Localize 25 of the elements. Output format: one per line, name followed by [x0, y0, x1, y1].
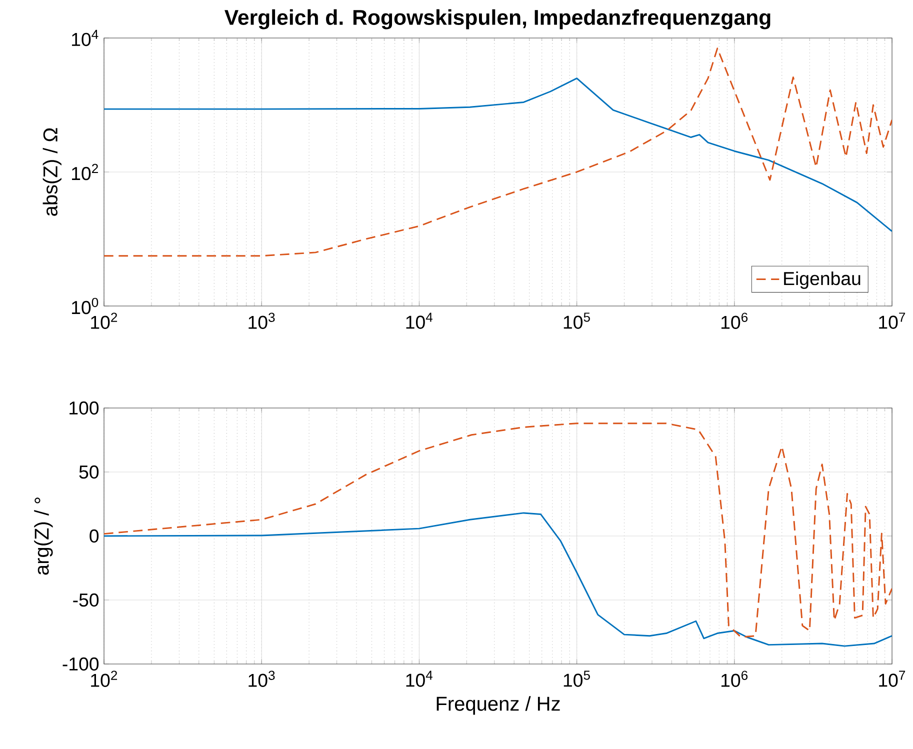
y-tick-label: 0: [90, 529, 99, 543]
x-tick-label: 10$^{3}$: [248, 670, 275, 687]
x-tick-label: 10$^{4}$: [406, 670, 433, 687]
legend-label: Eigenbau: [784, 271, 860, 289]
x-tick-label: 10$^{2}$: [91, 670, 118, 687]
x-tick-label: 10$^{2}$: [91, 312, 118, 329]
x-axis-title: Frequenz / Hz: [436, 696, 560, 715]
y-tick-label: 50: [79, 465, 99, 479]
x-tick-label: 10$^{5}$: [564, 312, 590, 329]
x-tick-label: 10$^{6}$: [721, 670, 748, 687]
y-tick-label: 100: [70, 401, 99, 415]
x-tick-label: 10$^{4}$: [406, 312, 433, 329]
y-tick-label: 10$^{2}$: [72, 164, 98, 180]
x-tick-label: 10$^{3}$: [248, 312, 275, 329]
y-tick-label: -100: [62, 657, 99, 671]
y-axis-title: arg(Z) / °: [34, 498, 53, 575]
y-tick-label: 10$^{4}$: [72, 30, 98, 46]
x-tick-label: 10$^{5}$: [564, 670, 590, 687]
chart-title: Vergleich d. Rogowskispulen, Impedanzfrequenzgang: [224, 9, 770, 30]
y-tick-label: -50: [73, 593, 99, 607]
x-tick-label: 10$^{7}$: [879, 670, 906, 687]
x-tick-label: 10$^{7}$: [879, 312, 906, 329]
y-axis-title: abs(Z) / Ω: [42, 128, 62, 216]
y-tick-label: 10$^{0}$: [72, 298, 98, 314]
x-tick-label: 10$^{6}$: [721, 312, 748, 329]
